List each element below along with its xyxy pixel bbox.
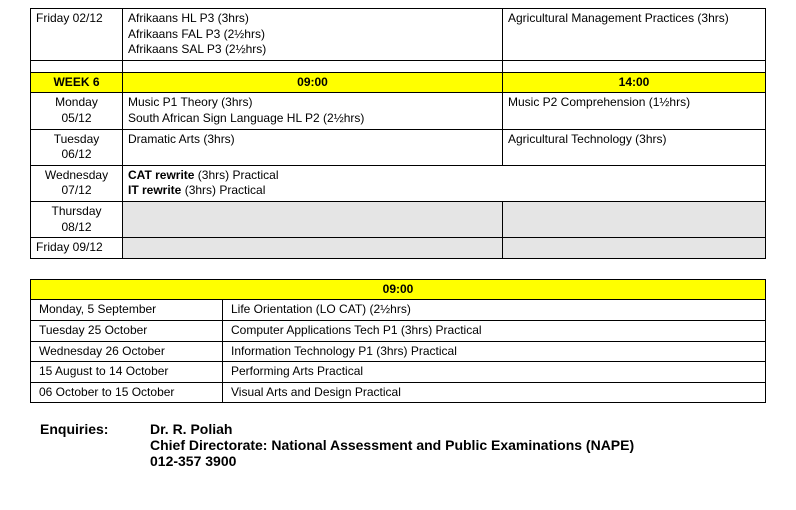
time-pm: 14:00 [619,75,650,89]
practical-schedule-table: 09:00 Monday, 5 September Life Orientati… [30,279,766,404]
exam-line: Afrikaans FAL P3 (2½hrs) [128,27,497,43]
day-name: Tuesday [36,132,117,148]
enquiries-block: Enquiries: Dr. R. Poliah Chief Directora… [30,421,766,469]
table-row: Monday, 5 September Life Orientation (LO… [31,300,766,321]
time-header: 09:00 [383,282,414,296]
row-friday-0912: Friday 09/12 [31,238,766,259]
row-friday-0212: Friday 02/12 Afrikaans HL P3 (3hrs) Afri… [31,9,766,61]
exam-cell: Visual Arts and Design Practical [231,385,401,399]
exam-line: Music P1 Theory (3hrs) [128,95,497,111]
enquiries-value: Dr. R. Poliah Chief Directorate: Nationa… [150,421,634,469]
date-cell: 06 October to 15 October [39,385,174,399]
date-cell: Monday, 5 September [39,302,156,316]
table-row: Wednesday 26 October Information Technol… [31,341,766,362]
exam-line: Afrikaans SAL P3 (2½hrs) [128,42,497,58]
day-date: 08/12 [36,220,117,236]
day-label: Friday 02/12 [36,11,103,25]
exam-cell: Information Technology P1 (3hrs) Practic… [231,344,457,358]
enquiries-line: Chief Directorate: National Assessment a… [150,437,634,453]
day-name: Thursday [36,204,117,220]
day-date: 06/12 [36,147,117,163]
enquiries-line: Dr. R. Poliah [150,421,634,437]
enquiries-line: 012-357 3900 [150,453,634,469]
table-row: 15 August to 14 October Performing Arts … [31,362,766,383]
exam-line: IT rewrite (3hrs) Practical [128,183,760,199]
row-monday-0512: Monday 05/12 Music P1 Theory (3hrs) Sout… [31,93,766,129]
exam-plain: (3hrs) Practical [194,168,278,182]
date-cell: Tuesday 25 October [39,323,147,337]
week-label: WEEK 6 [53,75,99,89]
week6-header-row: WEEK 6 09:00 14:00 [31,72,766,93]
exam-bold: IT rewrite [128,183,181,197]
time-am: 09:00 [297,75,328,89]
day-name: Monday [36,95,117,111]
day-name: Wednesday [36,168,117,184]
exam-line: Agricultural Technology (3hrs) [508,132,667,146]
exam-plain: (3hrs) Practical [181,183,265,197]
exam-line: Dramatic Arts (3hrs) [128,132,235,146]
day-date: 05/12 [36,111,117,127]
exam-cell: Life Orientation (LO CAT) (2½hrs) [231,302,411,316]
table-row: Tuesday 25 October Computer Applications… [31,320,766,341]
date-cell: Wednesday 26 October [39,344,165,358]
enquiries-label: Enquiries: [30,421,150,469]
separator-row [31,60,766,72]
exam-cell: Computer Applications Tech P1 (3hrs) Pra… [231,323,482,337]
exam-bold: CAT rewrite [128,168,194,182]
exam-line: Afrikaans HL P3 (3hrs) [128,11,497,27]
row-tuesday-0612: Tuesday 06/12 Dramatic Arts (3hrs) Agric… [31,129,766,165]
exam-line: Agricultural Management Practices (3hrs) [508,11,729,25]
practical-header-row: 09:00 [31,279,766,300]
exam-line: South African Sign Language HL P2 (2½hrs… [128,111,497,127]
row-thursday-0812: Thursday 08/12 [31,201,766,237]
row-wednesday-0712: Wednesday 07/12 CAT rewrite (3hrs) Pract… [31,165,766,201]
exam-line: CAT rewrite (3hrs) Practical [128,168,760,184]
exam-line: Music P2 Comprehension (1½hrs) [508,95,690,109]
day-label: Friday 09/12 [36,240,103,254]
day-date: 07/12 [36,183,117,199]
table-row: 06 October to 15 October Visual Arts and… [31,382,766,403]
date-cell: 15 August to 14 October [39,364,168,378]
exam-cell: Performing Arts Practical [231,364,363,378]
timetable-week6: Friday 02/12 Afrikaans HL P3 (3hrs) Afri… [30,8,766,259]
